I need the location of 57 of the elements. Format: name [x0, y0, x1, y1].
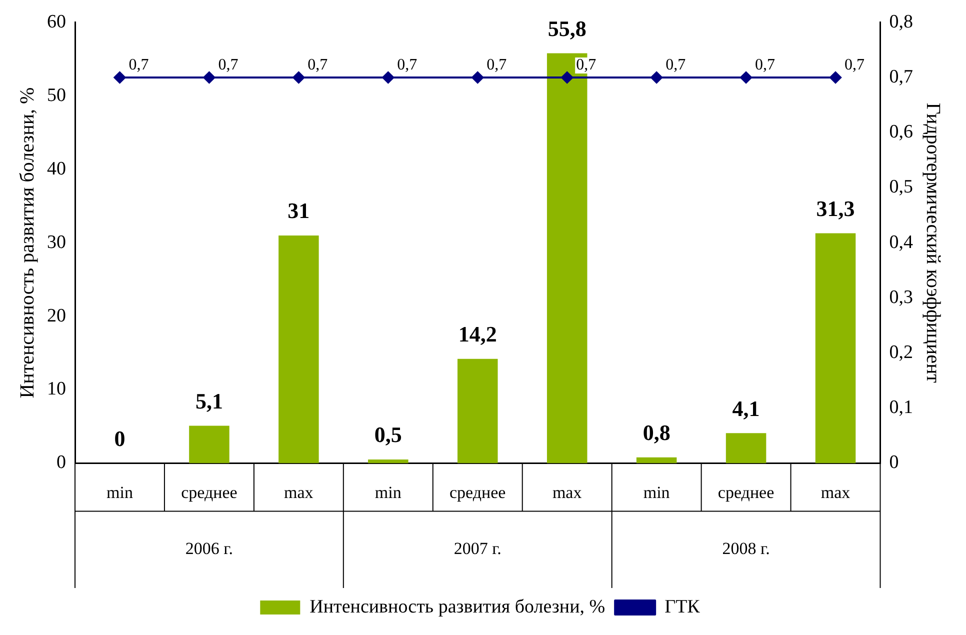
data-label: 0,7: [308, 56, 328, 74]
y2-tick-label: 0,5: [889, 176, 913, 198]
y-tick-label: 60: [47, 11, 66, 32]
y2-tick-label: 0,7: [889, 66, 913, 88]
bar: [278, 235, 319, 464]
data-label: 0,7: [486, 56, 507, 74]
legend-label: Интенсивность развития болезни, %: [310, 596, 606, 618]
data-label: 0,5: [374, 422, 402, 448]
text: 2008 г.: [722, 539, 770, 558]
data-label: 31: [288, 198, 310, 224]
bar: [726, 433, 766, 464]
y-tick-label: 40: [47, 158, 66, 180]
y2-tick-label: 0,4: [889, 232, 914, 253]
x-tick-label: min: [374, 482, 402, 502]
data-label: 0,7: [755, 56, 776, 74]
x-tick-label: min: [106, 482, 134, 502]
data-label: 4,1: [732, 396, 760, 421]
y-tick-label: 30: [47, 232, 66, 253]
data-label: 31,3: [816, 196, 855, 221]
data-label: 0,7: [844, 56, 865, 74]
y2-tick-label: 0,2: [889, 342, 913, 363]
x-tick-label: среднее: [181, 482, 238, 502]
y-axis-title: Интенсивность развития болезни, %: [16, 87, 38, 398]
y2-tick-label: 0,1: [889, 397, 913, 418]
bar: [457, 358, 498, 464]
data-label: 5,1: [195, 388, 223, 414]
text: 2007 г.: [454, 539, 502, 558]
x-tick-label: min: [643, 482, 670, 502]
text: 2006 г.: [185, 539, 233, 558]
y-tick-label: 50: [47, 84, 66, 106]
bar: [815, 233, 856, 464]
x-tick-label: max: [284, 482, 314, 502]
bar: [189, 426, 230, 464]
y-tick-label: 10: [47, 378, 66, 400]
data-label: 0,7: [576, 56, 596, 74]
data-label: 0,7: [397, 56, 418, 74]
x-tick-label: max: [552, 482, 582, 502]
x-tick-label: среднее: [718, 482, 774, 502]
data-label: 55,8: [548, 16, 586, 41]
x-tick-label: среднее: [450, 482, 506, 502]
x-tick-label: max: [820, 482, 851, 502]
data-label: 0,7: [218, 56, 238, 74]
bar: [636, 457, 677, 464]
y2-axis-title: Гидротермический коэффициент: [922, 102, 944, 384]
y2-tick-label: 0: [889, 452, 899, 474]
y2-tick-label: 0,8: [889, 11, 913, 32]
y-tick-label: 0: [56, 452, 66, 474]
data-label: 14,2: [458, 322, 497, 347]
data-label: 0: [114, 426, 126, 451]
bar: [368, 460, 408, 464]
data-label: 0,8: [642, 420, 670, 446]
y2-tick-label: 0,3: [889, 286, 913, 308]
y2-tick-label: 0,6: [889, 122, 913, 143]
data-label: 0,7: [128, 56, 149, 74]
data-label: 0,7: [666, 56, 686, 74]
y-tick-label: 20: [47, 305, 66, 326]
legend-label: ГТК: [664, 596, 700, 618]
